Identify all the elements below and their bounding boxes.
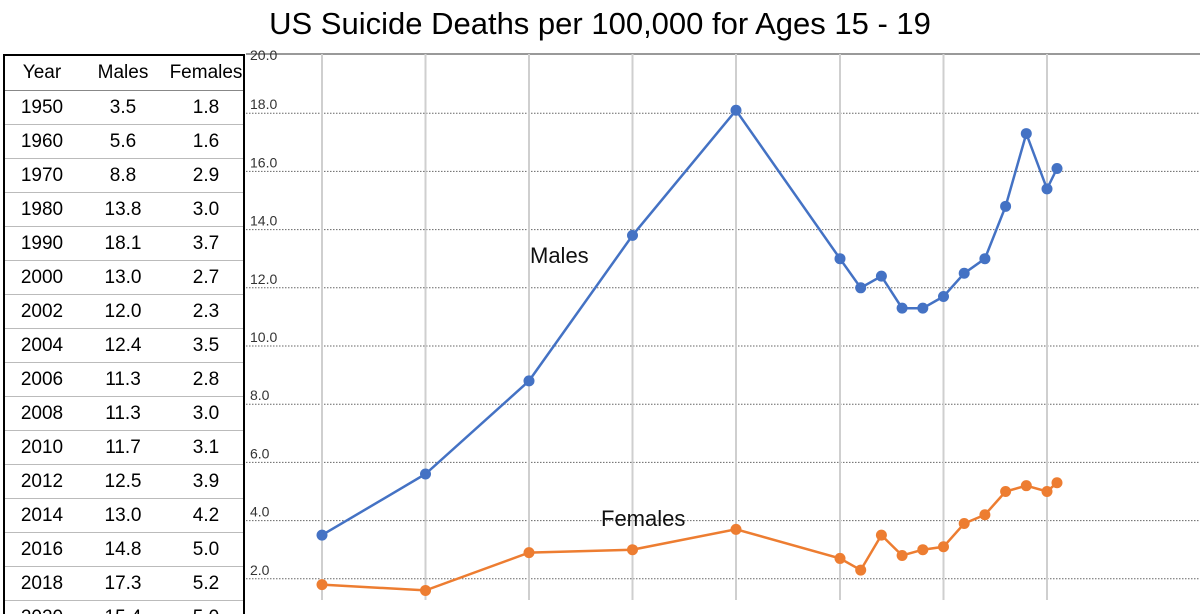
y-tick-label: 20.0 [250,47,277,63]
data-point-males [317,530,328,541]
data-point-females [731,524,742,535]
data-point-females [897,550,908,561]
data-point-males [835,253,846,264]
table-cell-year: 2020 [5,601,79,614]
y-tick-label: 16.0 [250,154,277,170]
data-point-males [420,469,431,480]
data-point-females [876,530,887,541]
y-tick-label: 12.0 [250,271,277,287]
data-point-females [317,579,328,590]
y-tick-label: 18.0 [250,96,277,112]
table-cell-males: 15.4 [79,601,167,614]
data-point-females [835,553,846,564]
data-point-males [938,291,949,302]
data-point-females [1021,480,1032,491]
data-point-females [627,544,638,555]
data-point-females [1052,477,1063,488]
data-point-males [731,105,742,116]
data-point-females [1000,486,1011,497]
y-tick-label: 2.0 [250,562,270,578]
y-tick-label: 4.0 [250,504,270,520]
data-point-females [524,547,535,558]
data-point-females [938,541,949,552]
data-point-males [1021,128,1032,139]
y-tick-label: 10.0 [250,329,277,345]
data-point-females [1042,486,1053,497]
data-point-males [1042,183,1053,194]
series-line-males [322,110,1057,535]
data-point-females [959,518,970,529]
table-cell-females: 5.0 [167,601,245,614]
table-row: 202015.45.0 [5,601,245,614]
data-point-males [1052,163,1063,174]
data-point-males [897,303,908,314]
data-point-females [917,544,928,555]
data-point-females [420,585,431,596]
data-point-females [855,565,866,576]
y-tick-label: 14.0 [250,213,277,229]
series-line-females [322,483,1057,591]
data-point-males [524,375,535,386]
data-point-males [855,282,866,293]
line-chart: 2.0 4.0 6.0 8.0 10.0 12.0 14.0 16.0 18.0 20.0 Male… [0,0,1200,600]
data-point-males [917,303,928,314]
data-point-males [1000,201,1011,212]
data-point-females [979,509,990,520]
series-label-males: Males [530,243,589,268]
data-point-males [959,268,970,279]
y-tick-label: 6.0 [250,445,270,461]
data-point-males [627,230,638,241]
y-tick-label: 8.0 [250,387,270,403]
data-point-males [876,271,887,282]
data-point-males [979,253,990,264]
series-label-females: Females [601,506,685,531]
